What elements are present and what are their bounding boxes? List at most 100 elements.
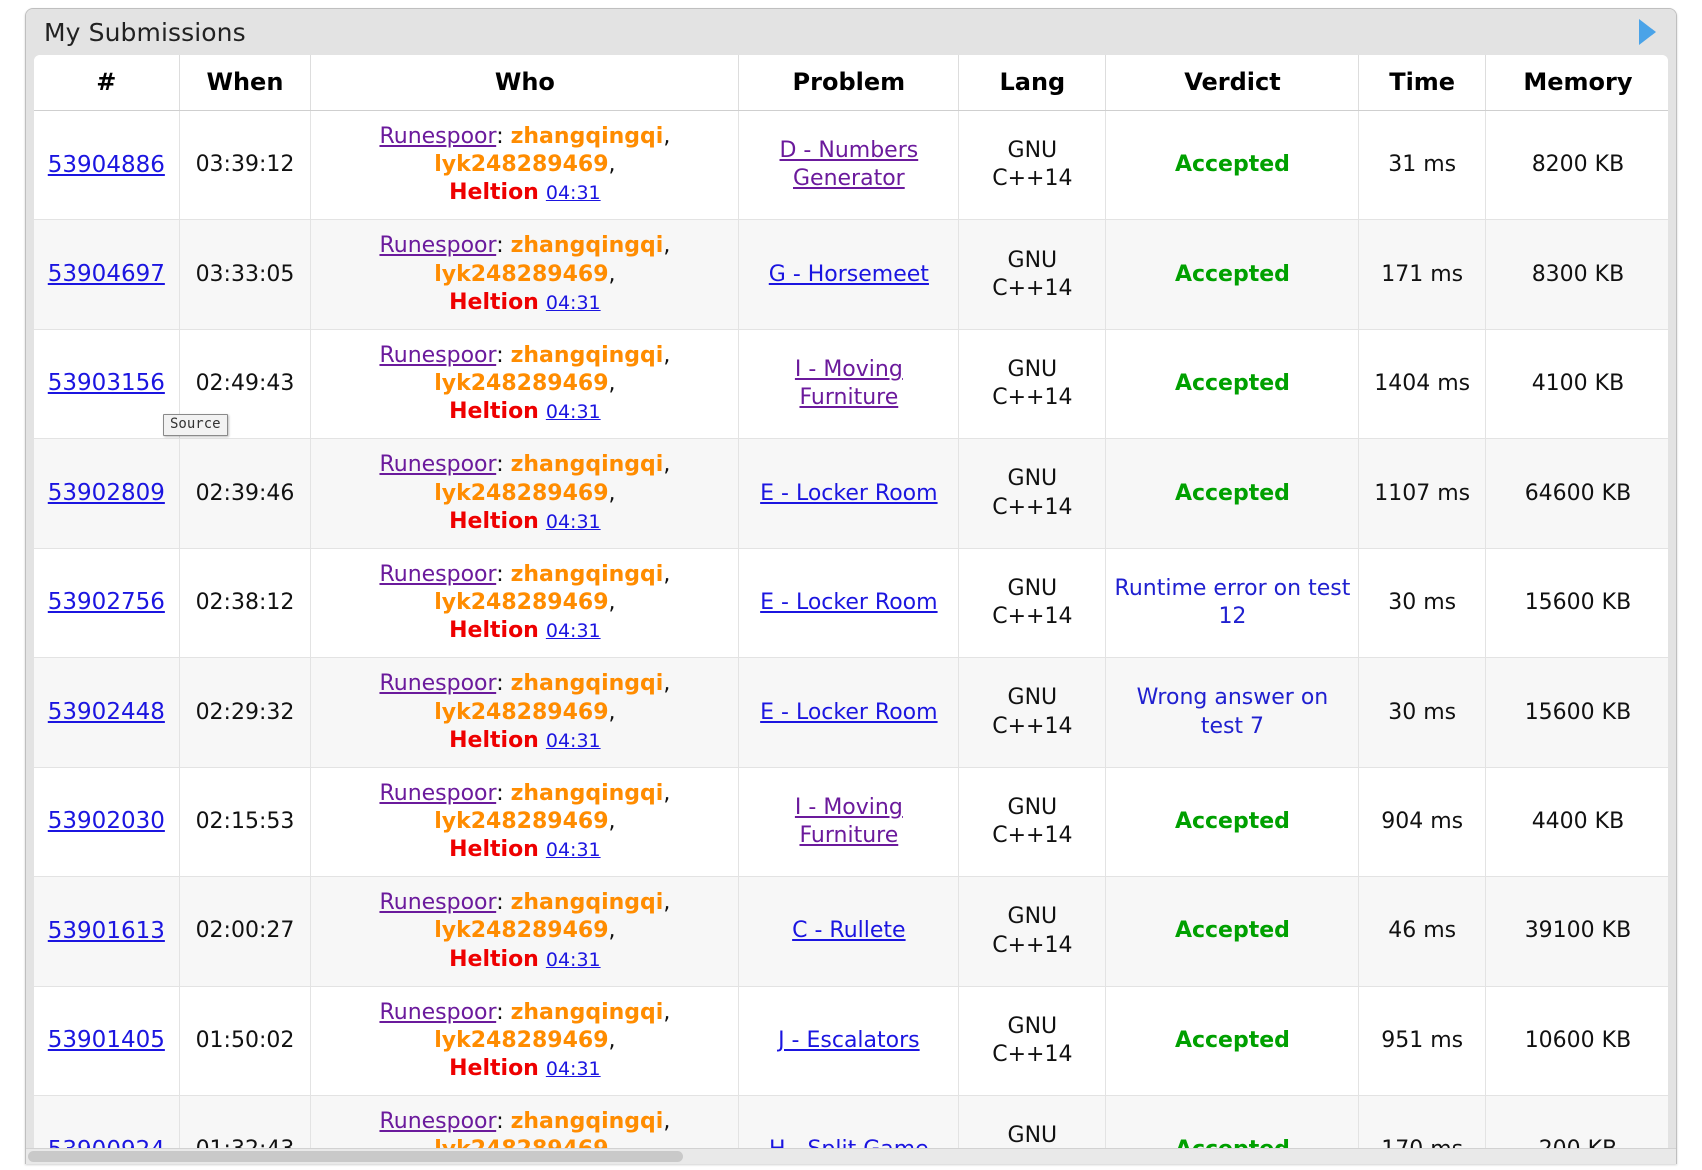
cell-who: Runespoor: zhangqingqi, lyk248289469, Hel… xyxy=(310,438,740,549)
problem-link[interactable]: I - Moving Furniture xyxy=(794,794,903,849)
member-handle-2[interactable]: lyk248289469 xyxy=(434,371,609,397)
cell-when: 03:39:12 xyxy=(179,110,312,221)
cell-submission-id: 53902030 xyxy=(34,767,180,878)
member-handle-2[interactable]: lyk248289469 xyxy=(434,590,609,616)
member-separator-1: , xyxy=(663,671,671,697)
column-header-id: # xyxy=(34,55,180,111)
contest-time-link[interactable]: 04:31 xyxy=(545,839,601,862)
member-handle-3[interactable]: Heltion xyxy=(449,1056,539,1082)
member-handle-1[interactable]: zhangqingqi xyxy=(510,342,664,368)
team-link[interactable]: Runespoor xyxy=(379,561,497,587)
cell-who: Runespoor: zhangqingqi, lyk248289469, Hel… xyxy=(310,548,740,659)
team-link[interactable]: Runespoor xyxy=(379,671,497,697)
contest-time-link[interactable]: 04:31 xyxy=(545,401,601,424)
cell-time: 904 ms xyxy=(1358,767,1486,878)
member-handle-2[interactable]: lyk248289469 xyxy=(434,480,609,506)
cell-time: 1404 ms xyxy=(1358,329,1486,440)
submission-id-link[interactable]: 53902809 xyxy=(47,479,165,506)
member-separator-1: , xyxy=(663,999,671,1025)
cell-time: 30 ms xyxy=(1358,657,1486,768)
cell-who: Runespoor: zhangqingqi, lyk248289469, Hel… xyxy=(310,986,740,1097)
contest-time-link[interactable]: 04:31 xyxy=(545,510,601,533)
member-handle-1[interactable]: zhangqingqi xyxy=(510,233,664,259)
cell-submission-id: 53901613 xyxy=(34,876,180,987)
problem-link[interactable]: D - Numbers Generator xyxy=(779,138,919,192)
cell-verdict: Accepted xyxy=(1105,110,1360,221)
cell-language: GNU C++14 xyxy=(958,876,1107,987)
team-link[interactable]: Runespoor xyxy=(379,1109,497,1135)
member-separator-1: , xyxy=(663,452,671,478)
status-badge: Accepted xyxy=(1174,152,1290,178)
member-handle-1[interactable]: zhangqingqi xyxy=(510,452,664,478)
team-link[interactable]: Runespoor xyxy=(379,999,497,1025)
member-handle-1[interactable]: zhangqingqi xyxy=(510,124,664,149)
column-header-memory: Memory xyxy=(1485,55,1668,111)
problem-link[interactable]: C - Rullete xyxy=(792,918,906,944)
member-handle-1[interactable]: zhangqingqi xyxy=(510,1109,664,1135)
submission-id-link[interactable]: 53904697 xyxy=(47,260,165,287)
member-handle-3[interactable]: Heltion xyxy=(449,180,539,206)
member-handle-1[interactable]: zhangqingqi xyxy=(510,671,664,697)
horizontal-scrollbar-thumb[interactable] xyxy=(28,1151,683,1162)
cell-memory: 15600 KB xyxy=(1485,548,1668,659)
cell-language: GNU C++14 xyxy=(958,657,1107,768)
contest-time-link[interactable]: 04:31 xyxy=(545,182,601,205)
cell-when: 02:29:32 xyxy=(179,657,312,768)
member-separator-1: , xyxy=(663,342,671,368)
horizontal-scrollbar[interactable] xyxy=(26,1148,1676,1164)
cell-problem: E - Locker Room xyxy=(738,548,960,659)
member-handle-2[interactable]: lyk248289469 xyxy=(434,1027,609,1053)
cell-memory: 39100 KB xyxy=(1485,876,1668,987)
member-handle-1[interactable]: zhangqingqi xyxy=(510,999,664,1025)
member-handle-3[interactable]: Heltion xyxy=(449,289,539,315)
contest-time-link[interactable]: 04:31 xyxy=(545,729,601,752)
member-handle-1[interactable]: zhangqingqi xyxy=(510,890,664,916)
team-link[interactable]: Runespoor xyxy=(379,780,497,806)
submission-id-link[interactable]: 53903156 xyxy=(47,370,165,397)
team-link[interactable]: Runespoor xyxy=(379,452,497,478)
member-handle-2[interactable]: lyk248289469 xyxy=(434,152,609,178)
submission-id-link[interactable]: 53902030 xyxy=(47,808,165,835)
member-handle-3[interactable]: Heltion xyxy=(449,508,539,534)
member-handle-2[interactable]: lyk248289469 xyxy=(434,261,609,287)
submission-id-link[interactable]: 53901613 xyxy=(47,917,165,944)
member-handle-1[interactable]: zhangqingqi xyxy=(510,780,664,806)
submission-id-link[interactable]: 53901405 xyxy=(47,1027,165,1054)
contest-time-link[interactable]: 04:31 xyxy=(545,291,601,314)
column-header-when: When xyxy=(179,55,312,111)
member-handle-2[interactable]: lyk248289469 xyxy=(434,808,609,834)
team-link[interactable]: Runespoor xyxy=(379,890,497,916)
cell-memory: 10600 KB xyxy=(1485,986,1668,1097)
team-link[interactable]: Runespoor xyxy=(379,342,497,368)
triangle-right-icon[interactable] xyxy=(1639,19,1656,45)
member-handle-1[interactable]: zhangqingqi xyxy=(510,561,664,587)
submission-id-link[interactable]: 53902756 xyxy=(47,589,165,616)
submission-id-link[interactable]: 53904886 xyxy=(47,151,165,178)
team-link[interactable]: Runespoor xyxy=(379,233,497,259)
contest-time-link[interactable]: 04:31 xyxy=(545,948,601,971)
problem-link[interactable]: E - Locker Room xyxy=(760,590,938,616)
member-handle-2[interactable]: lyk248289469 xyxy=(434,918,609,944)
member-handle-3[interactable]: Heltion xyxy=(449,946,539,972)
cell-time: 31 ms xyxy=(1358,110,1486,221)
problem-link[interactable]: G - Horsemeet xyxy=(768,261,929,287)
contest-time-link[interactable]: 04:31 xyxy=(545,1058,601,1081)
problem-link[interactable]: E - Locker Room xyxy=(760,480,938,506)
problem-link[interactable]: E - Locker Room xyxy=(760,699,938,725)
cell-submission-id: 53902809 xyxy=(34,438,180,549)
cell-language: GNU C++14 xyxy=(958,438,1107,549)
member-separator-2: , xyxy=(608,371,616,397)
member-handle-3[interactable]: Heltion xyxy=(449,837,539,863)
member-handle-2[interactable]: lyk248289469 xyxy=(434,699,609,725)
member-handle-3[interactable]: Heltion xyxy=(449,727,539,753)
team-link[interactable]: Runespoor xyxy=(379,124,497,149)
member-handle-3[interactable]: Heltion xyxy=(449,618,539,644)
member-handle-3[interactable]: Heltion xyxy=(449,399,539,425)
problem-link[interactable]: I - Moving Furniture xyxy=(794,357,903,411)
problem-link[interactable]: J - Escalators xyxy=(778,1027,920,1053)
cell-memory: 64600 KB xyxy=(1485,438,1668,549)
submissions-table-wrapper: # When Who Problem Lang Verdict Time Mem… xyxy=(34,55,1668,1164)
cell-who: Runespoor: zhangqingqi, lyk248289469, Hel… xyxy=(310,329,740,440)
submission-id-link[interactable]: 53902448 xyxy=(47,698,165,725)
contest-time-link[interactable]: 04:31 xyxy=(545,620,601,643)
